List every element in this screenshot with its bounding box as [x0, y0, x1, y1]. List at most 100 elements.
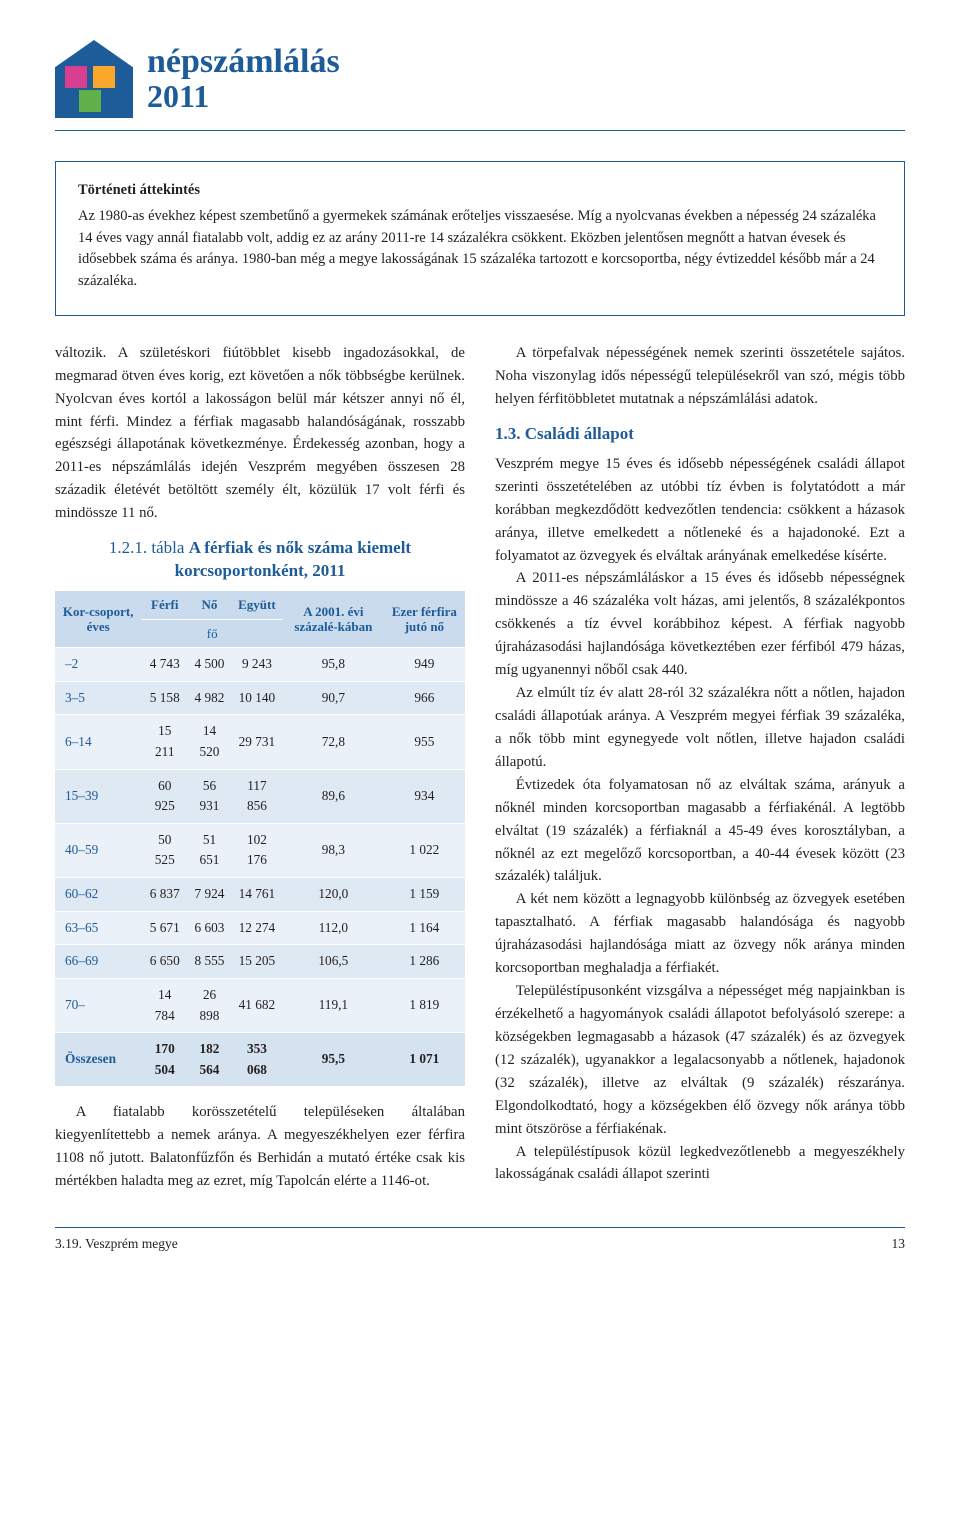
table-cell: 63–65 — [55, 911, 141, 945]
table-cell: 26 898 — [188, 978, 231, 1032]
table-cell: 1 022 — [384, 823, 465, 877]
th-sub: fő — [141, 619, 283, 648]
table-cell: 6 603 — [188, 911, 231, 945]
historic-overview-box: Történeti áttekintés Az 1980-as évekhez … — [55, 161, 905, 316]
table-cell: 4 743 — [141, 648, 188, 682]
header-rule — [55, 130, 905, 131]
brand-top: népszámlálás — [147, 43, 340, 80]
table-caption: 1.2.1. tábla A férfiak és nők száma kiem… — [55, 537, 465, 583]
table-cell: 5 158 — [141, 681, 188, 715]
table-cell: 72,8 — [283, 715, 384, 769]
table-cell: 14 761 — [231, 878, 283, 912]
paragraph: Évtizedek óta folyamatosan nő az elválta… — [495, 774, 905, 889]
table-row: 63–655 6716 60312 274112,01 164 — [55, 911, 465, 945]
paragraph: A két nem között a legnagyobb különbség … — [495, 888, 905, 980]
table-cell: 182 564 — [188, 1033, 231, 1087]
table-cell: 50 525 — [141, 823, 188, 877]
th-ratio: Ezer férfira jutó nő — [384, 591, 465, 648]
table-row: 70–14 78426 89841 682119,11 819 — [55, 978, 465, 1032]
table-cell: 14 784 — [141, 978, 188, 1032]
table-cell: 955 — [384, 715, 465, 769]
table-cell: 60 925 — [141, 769, 188, 823]
table-cell: 29 731 — [231, 715, 283, 769]
brand-year: 2011 — [147, 80, 340, 114]
table-cell: 1 819 — [384, 978, 465, 1032]
table-cell: 1 159 — [384, 878, 465, 912]
box-body: Az 1980-as évekhez képest szembetűnő a g… — [78, 206, 882, 293]
paragraph: Veszprém megye 15 éves és idősebb népess… — [495, 453, 905, 568]
table-cell: 120,0 — [283, 878, 384, 912]
table-cell: 56 931 — [188, 769, 231, 823]
table-cell: 966 — [384, 681, 465, 715]
table-cell: 1 286 — [384, 945, 465, 979]
table-cell: 949 — [384, 648, 465, 682]
table-cell: 14 520 — [188, 715, 231, 769]
table-row: –24 7434 5009 24395,8949 — [55, 648, 465, 682]
table-cell: Összesen — [55, 1033, 141, 1087]
page-header: népszámlálás 2011 — [55, 40, 905, 118]
paragraph: A törpefalvak népességének nemek szerint… — [495, 342, 905, 411]
table-cell: 353 068 — [231, 1033, 283, 1087]
table-cell: 10 140 — [231, 681, 283, 715]
table-cell: –2 — [55, 648, 141, 682]
table-cell: 934 — [384, 769, 465, 823]
th-age: Kor-csoport, éves — [55, 591, 141, 648]
table-cell: 12 274 — [231, 911, 283, 945]
table-block: 1.2.1. tábla A férfiak és nők száma kiem… — [55, 537, 465, 1087]
table-cell: 7 924 — [188, 878, 231, 912]
table-cell: 9 243 — [231, 648, 283, 682]
section-heading: 1.3. Családi állapot — [495, 421, 905, 447]
table-cell: 15–39 — [55, 769, 141, 823]
table-cell: 66–69 — [55, 945, 141, 979]
table-row: 40–5950 52551 651102 17698,31 022 — [55, 823, 465, 877]
paragraph: Az elmúlt tíz év alatt 28-ról 32 százalé… — [495, 682, 905, 774]
table-cell: 117 856 — [231, 769, 283, 823]
table-row: 6–1415 21114 52029 73172,8955 — [55, 715, 465, 769]
paragraph: változik. A születéskori fiútöbblet kise… — [55, 342, 465, 525]
table-cell: 90,7 — [283, 681, 384, 715]
table-row: 66–696 6508 55515 205106,51 286 — [55, 945, 465, 979]
census-logo-icon — [55, 40, 133, 118]
table-cell: 119,1 — [283, 978, 384, 1032]
paragraph: A 2011-es népszámláláskor a 15 éves és i… — [495, 567, 905, 682]
th-male: Férfi — [141, 591, 188, 619]
table-cell: 95,5 — [283, 1033, 384, 1087]
table-row: 3–55 1584 98210 14090,7966 — [55, 681, 465, 715]
table-cell: 8 555 — [188, 945, 231, 979]
table-cell: 6–14 — [55, 715, 141, 769]
table-cell: 60–62 — [55, 878, 141, 912]
table-cell: 3–5 — [55, 681, 141, 715]
table-cell: 6 650 — [141, 945, 188, 979]
table-cell: 106,5 — [283, 945, 384, 979]
table-cell: 4 500 — [188, 648, 231, 682]
paragraph: A fiatalabb korösszetételű településeken… — [55, 1101, 465, 1193]
table-cell: 70– — [55, 978, 141, 1032]
table-cell: 6 837 — [141, 878, 188, 912]
table-cell: 102 176 — [231, 823, 283, 877]
table-cell: 15 211 — [141, 715, 188, 769]
table-title: A férfiak és nők száma kiemelt korcsopor… — [175, 538, 411, 580]
table-row-total: Összesen170 504182 564353 06895,51 071 — [55, 1033, 465, 1087]
table-cell: 40–59 — [55, 823, 141, 877]
box-title: Történeti áttekintés — [78, 180, 882, 202]
page-footer: 3.19. Veszprém megye 13 — [55, 1227, 905, 1252]
footer-right: 13 — [892, 1236, 906, 1252]
table-cell: 15 205 — [231, 945, 283, 979]
footer-left: 3.19. Veszprém megye — [55, 1236, 178, 1252]
table-cell: 4 982 — [188, 681, 231, 715]
table-cell: 1 071 — [384, 1033, 465, 1087]
body-columns: változik. A születéskori fiútöbblet kise… — [55, 342, 905, 1193]
table-cell: 170 504 — [141, 1033, 188, 1087]
table-cell: 89,6 — [283, 769, 384, 823]
table-body: –24 7434 5009 24395,89493–55 1584 98210 … — [55, 648, 465, 1087]
table-cell: 112,0 — [283, 911, 384, 945]
paragraph: Településtípusonként vizsgálva a népessé… — [495, 980, 905, 1140]
th-total: Együtt — [231, 591, 283, 619]
th-pct: A 2001. évi százalé-kában — [283, 591, 384, 648]
table-cell: 1 164 — [384, 911, 465, 945]
table-number: 1.2.1. tábla — [109, 538, 189, 557]
table-cell: 98,3 — [283, 823, 384, 877]
table-row: 15–3960 92556 931117 85689,6934 — [55, 769, 465, 823]
table-cell: 5 671 — [141, 911, 188, 945]
brand-title: népszámlálás 2011 — [147, 44, 340, 113]
